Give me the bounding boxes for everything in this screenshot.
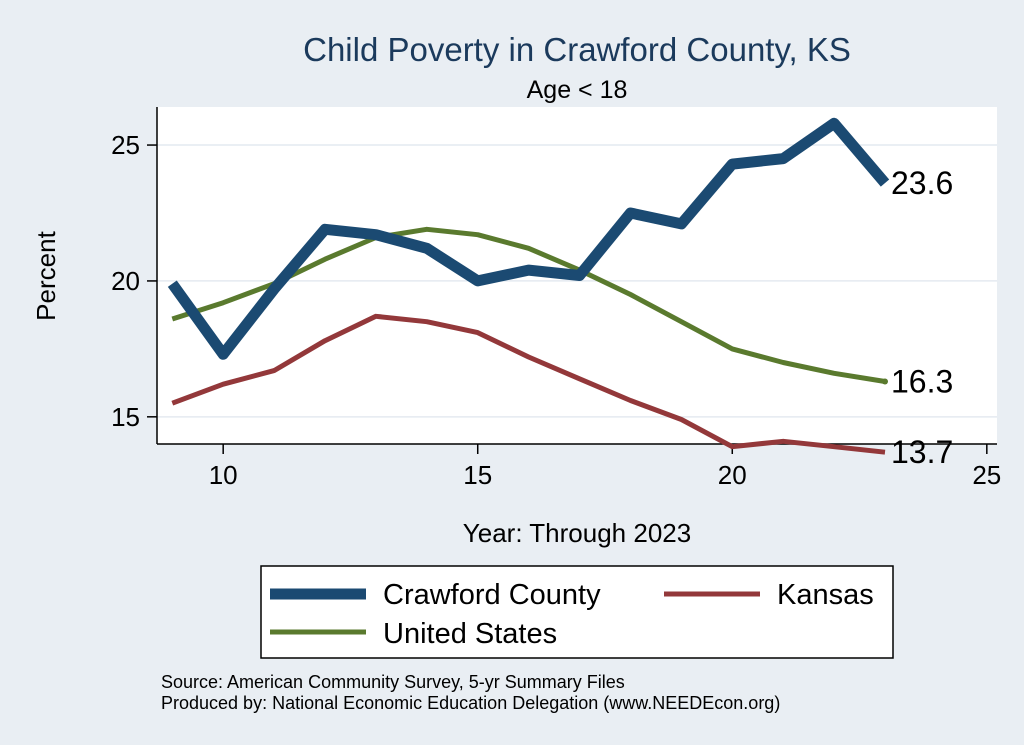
legend-label-crawford: Crawford County <box>383 579 601 611</box>
series-line-kansas <box>171 313 886 455</box>
end-label-kansas: 13.7 <box>891 434 953 470</box>
legend-box <box>260 565 894 659</box>
end-label-crawford: 23.6 <box>891 165 953 201</box>
x-axis-label: Year: Through 2023 <box>463 518 691 548</box>
x-tick-label-20: 20 <box>718 460 747 490</box>
y-tick-label-25: 25 <box>111 130 140 160</box>
y-tick-label-15: 15 <box>111 402 140 432</box>
legend-label-us: United States <box>383 618 557 650</box>
x-tick-label-25: 25 <box>972 460 1001 490</box>
produced-by-note: Produced by: National Economic Education… <box>161 693 780 713</box>
end-label-us: 16.3 <box>891 363 953 399</box>
y-axis-label: Percent <box>31 230 61 320</box>
x-tick-label-10: 10 <box>209 460 238 490</box>
source-note: Source: American Community Survey, 5-yr … <box>161 672 625 692</box>
legend: Crawford County Kansas United States <box>260 565 894 659</box>
y-tick-label-20: 20 <box>111 266 140 296</box>
chart-title: Child Poverty in Crawford County, KS <box>303 31 851 68</box>
x-tick-label-15: 15 <box>463 460 492 490</box>
legend-label-kansas: Kansas <box>777 579 874 611</box>
chart-subtitle: Age < 18 <box>527 76 628 104</box>
series-line-crawford <box>167 117 890 360</box>
series-endpoint-us <box>882 378 888 385</box>
